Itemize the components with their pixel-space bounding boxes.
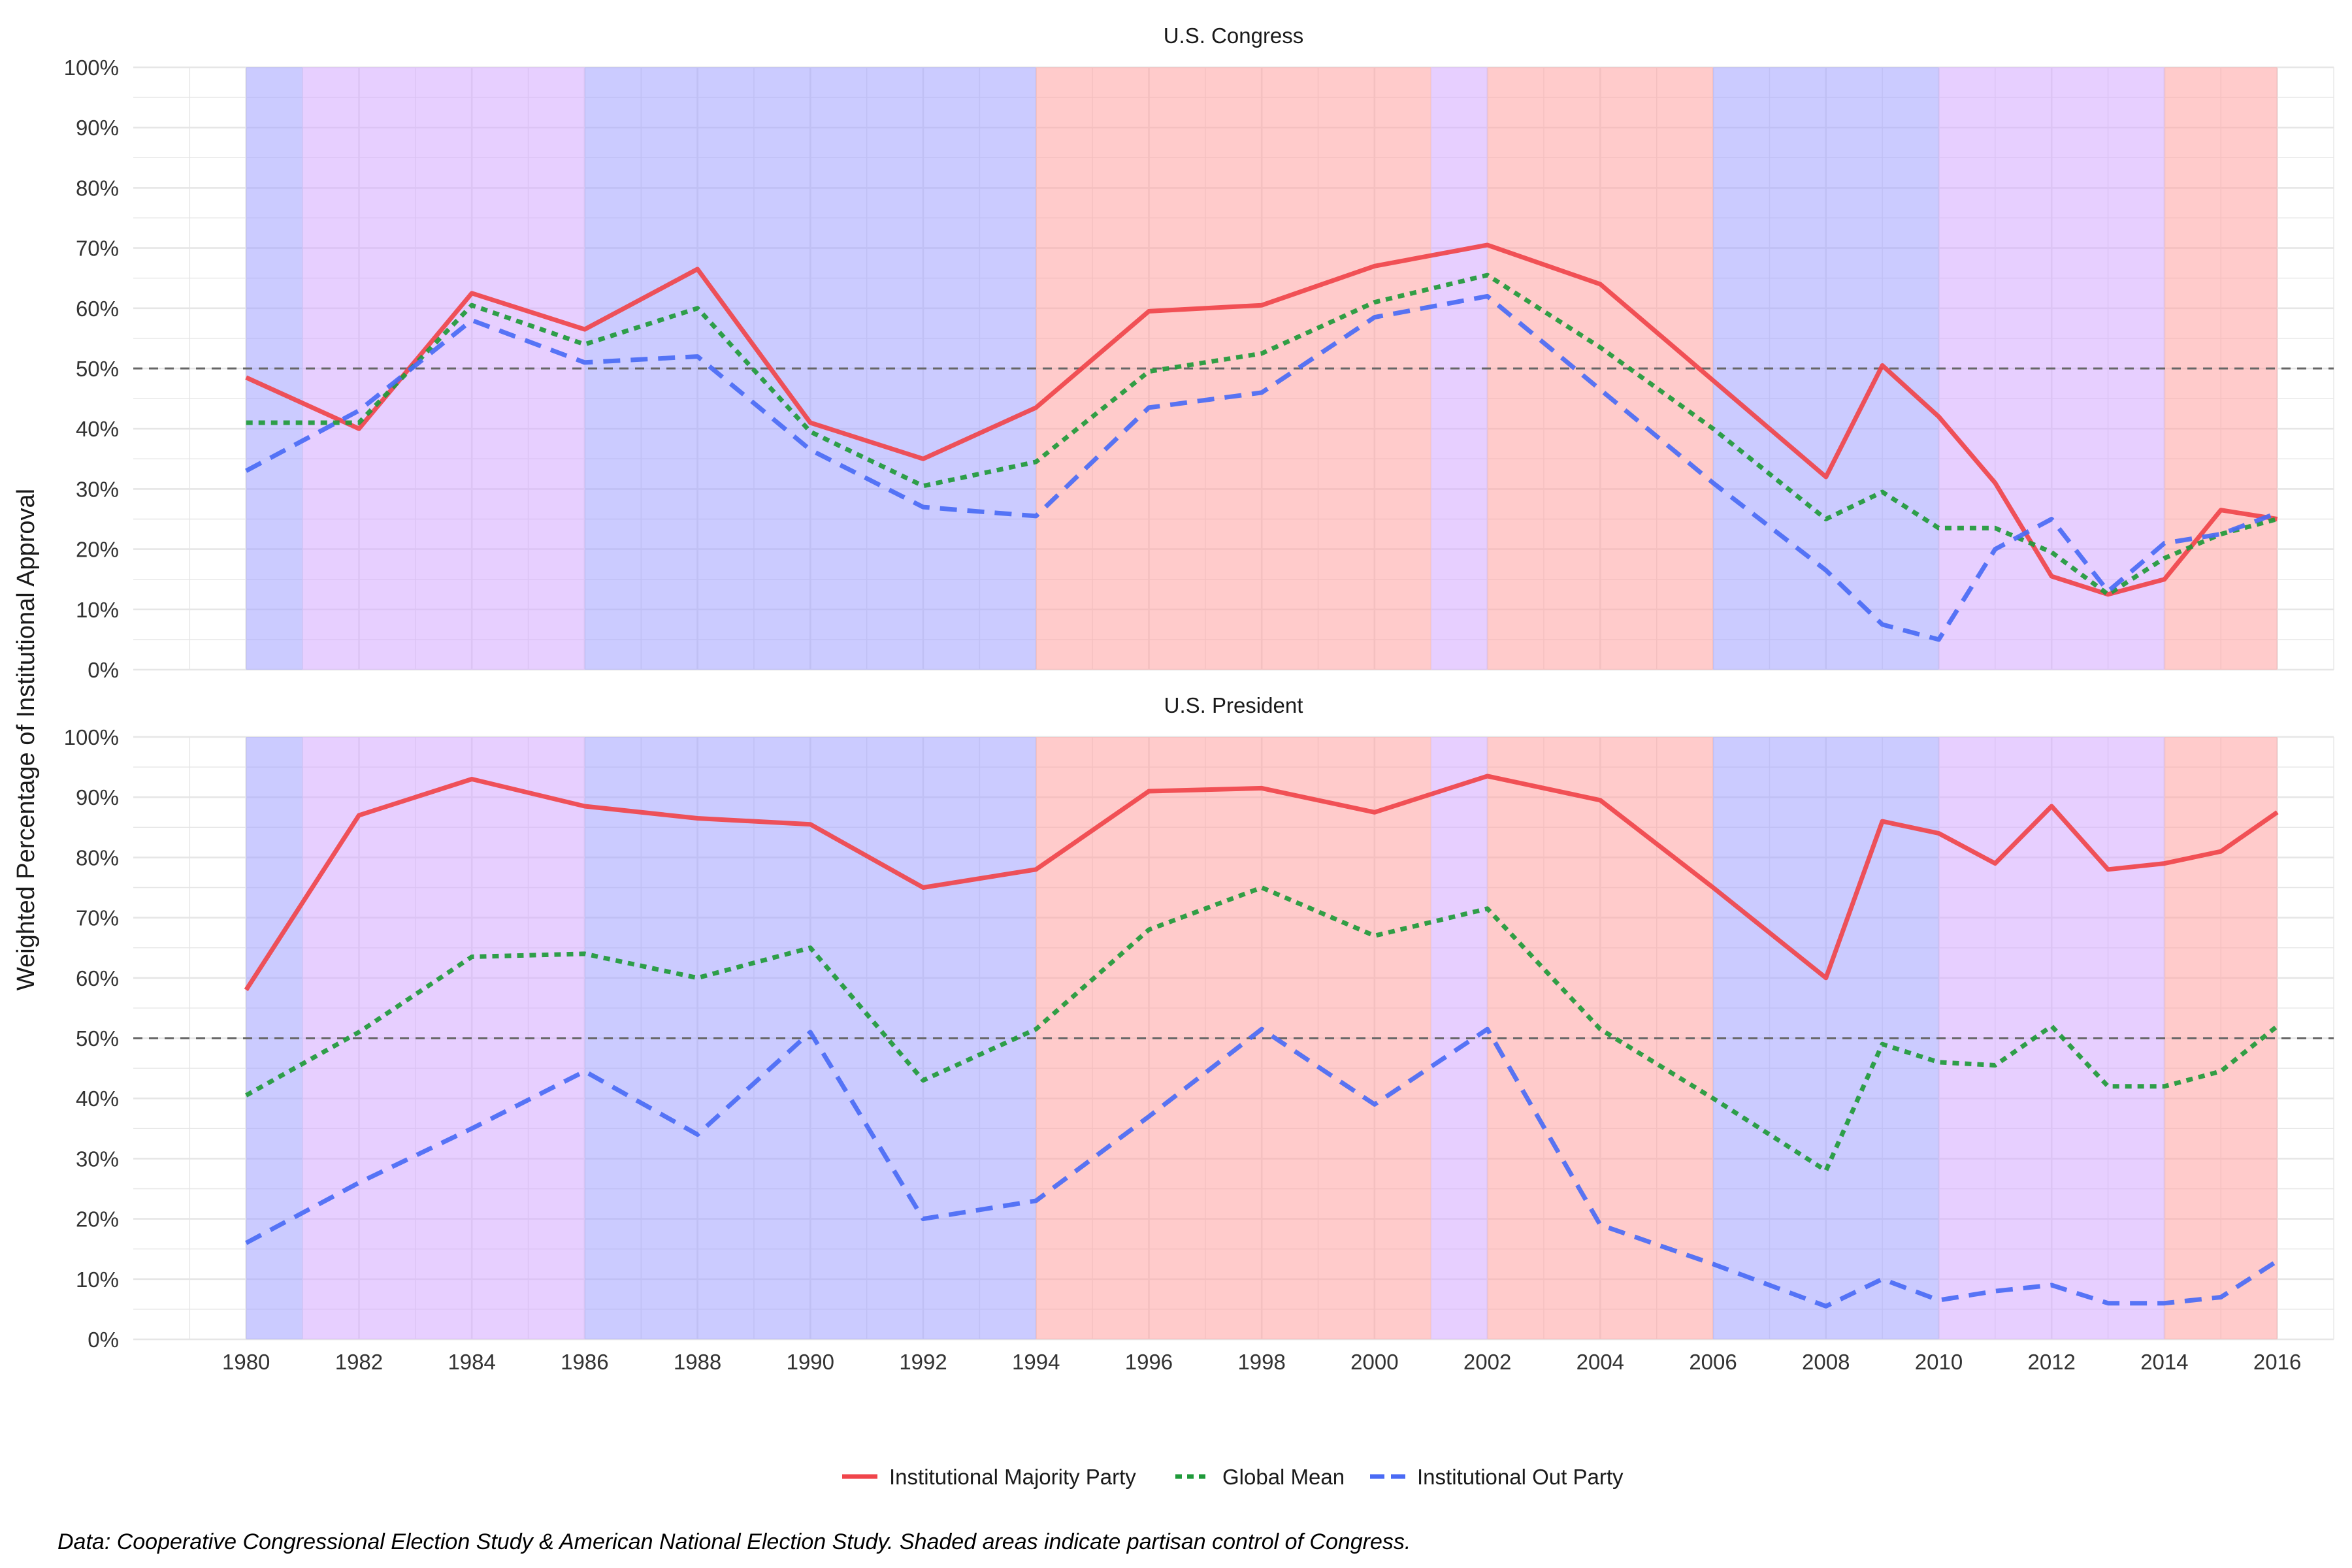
x-tick-label: 2004 bbox=[1576, 1350, 1624, 1374]
x-tick-label: 2014 bbox=[2140, 1350, 2188, 1374]
y-tick-label: 20% bbox=[76, 538, 119, 562]
y-tick-label: 0% bbox=[88, 658, 119, 682]
legend-label: Institutional Out Party bbox=[1417, 1465, 1624, 1489]
y-tick-label: 100% bbox=[64, 56, 119, 80]
y-tick-label: 50% bbox=[76, 357, 119, 381]
y-axis-label: Weighted Percentage of Institutional App… bbox=[12, 489, 40, 990]
y-tick-label: 90% bbox=[76, 785, 119, 809]
panel-congress: U.S. Congress 0% 10% 20% 30% 40% 50% 60% 70% 80% 9… bbox=[64, 24, 2334, 682]
panel-title: U.S. President bbox=[1164, 693, 1303, 717]
series-line-global bbox=[244, 885, 2279, 1173]
y-tick-label: 70% bbox=[76, 906, 119, 930]
panel-title: U.S. Congress bbox=[1164, 24, 1304, 48]
x-tick-label: 1986 bbox=[561, 1350, 608, 1374]
series-line-out bbox=[245, 293, 2278, 642]
legend-label: Institutional Majority Party bbox=[889, 1465, 1136, 1489]
y-tick-label: 30% bbox=[76, 477, 119, 501]
x-tick-label: 2012 bbox=[2027, 1350, 2075, 1374]
x-tick-label: 1988 bbox=[674, 1350, 721, 1374]
legend-item-out: Institutional Out Party bbox=[1370, 1465, 1624, 1489]
legend-item-majority: Institutional Majority Party bbox=[842, 1465, 1136, 1489]
x-tick-label: 1992 bbox=[899, 1350, 947, 1374]
y-tick-label: 80% bbox=[76, 845, 119, 870]
x-tick-label: 2002 bbox=[1463, 1350, 1511, 1374]
x-tick-label: 1998 bbox=[1237, 1350, 1285, 1374]
y-tick-label: 100% bbox=[64, 725, 119, 749]
control-band bbox=[302, 67, 585, 670]
x-tick-label: 1996 bbox=[1125, 1350, 1173, 1374]
control-band bbox=[1713, 67, 1939, 670]
legend-label: Global Mean bbox=[1222, 1465, 1345, 1489]
y-tick-label: 60% bbox=[76, 297, 119, 321]
y-tick-label: 60% bbox=[76, 966, 119, 990]
y-tick-label: 10% bbox=[76, 598, 119, 622]
y-tick-label: 40% bbox=[76, 1086, 119, 1111]
series-line-majority bbox=[245, 242, 2278, 597]
x-tick-label: 1990 bbox=[787, 1350, 834, 1374]
x-tick-label: 2006 bbox=[1689, 1350, 1737, 1374]
y-tick-label: 40% bbox=[76, 417, 119, 441]
panel-president: U.S. President 0% 10% 20% 30% 40% 50% 60% 70% 80%… bbox=[64, 693, 2334, 1352]
x-tick-label: 2008 bbox=[1802, 1350, 1850, 1374]
y-tick-label: 30% bbox=[76, 1147, 119, 1171]
series-line-global bbox=[246, 272, 2278, 597]
y-tick-label: 80% bbox=[76, 176, 119, 200]
x-tick-label: 1980 bbox=[222, 1350, 270, 1374]
x-tick-label: 1982 bbox=[335, 1350, 383, 1374]
y-tick-label: 10% bbox=[76, 1267, 119, 1292]
legend-item-global: Global Mean bbox=[1175, 1465, 1345, 1489]
x-tick-label: 2016 bbox=[2253, 1350, 2301, 1374]
y-tick-label: 20% bbox=[76, 1207, 119, 1232]
series-line-out bbox=[245, 1026, 2279, 1309]
y-tick-label: 50% bbox=[76, 1026, 119, 1051]
y-tick-label: 90% bbox=[76, 116, 119, 140]
legend: Institutional Majority Party Global Mean I… bbox=[842, 1465, 1624, 1489]
x-tick-label: 2000 bbox=[1350, 1350, 1398, 1374]
x-tick-label: 1994 bbox=[1012, 1350, 1060, 1374]
x-axis-ticks: 1980 1982 1984 1986 1988 1990 1992 1994 1996 1998… bbox=[222, 1350, 2301, 1374]
x-tick-label: 1984 bbox=[448, 1350, 495, 1374]
y-tick-label: 70% bbox=[76, 237, 119, 261]
y-tick-label: 0% bbox=[88, 1328, 119, 1352]
series-line-majority bbox=[244, 774, 2279, 992]
chart-panels: U.S. Congress 0% 10% 20% 30% 40% 50% 60% 70% 80% 9… bbox=[64, 24, 2334, 1374]
x-tick-label: 2010 bbox=[1915, 1350, 1963, 1374]
caption: Data: Cooperative Congressional Election… bbox=[57, 1529, 1411, 1554]
